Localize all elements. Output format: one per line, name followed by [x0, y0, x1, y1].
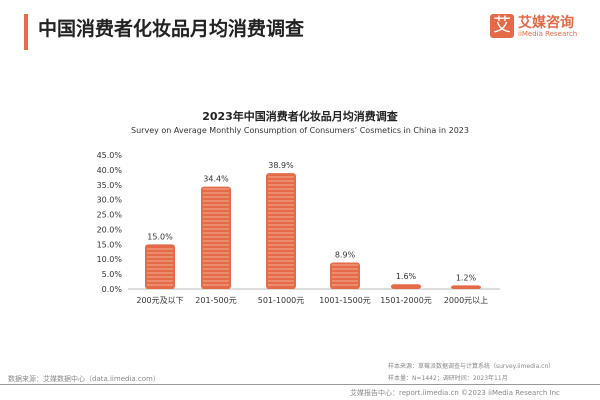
data-label: 38.9%: [268, 161, 294, 170]
page-title: 中国消费者化妆品月均消费调查: [38, 18, 305, 40]
data-label: 1.6%: [396, 272, 417, 281]
sample-size: 样本量：N=1442；调研时间：2023年11月: [388, 375, 508, 382]
x-tick-label: 1001-1500元: [319, 296, 371, 305]
y-tick-label: 20.0%: [97, 225, 123, 234]
y-tick-label: 10.0%: [97, 255, 123, 264]
x-tick-label: 201-500元: [195, 296, 236, 305]
x-tick-label: 1501-2000元: [380, 296, 432, 305]
data-source: 数据来源：艾媒数据中心（data.iimedia.com）: [8, 375, 160, 383]
logo-text: 艾媒咨询: [518, 15, 574, 31]
y-tick-label: 35.0%: [97, 181, 123, 190]
y-tick-label: 5.0%: [102, 270, 123, 279]
data-label: 1.2%: [456, 273, 477, 282]
bar: [391, 284, 421, 289]
bar: [266, 173, 296, 289]
y-tick-label: 40.0%: [97, 166, 123, 175]
data-label: 8.9%: [335, 250, 356, 259]
data-label: 15.0%: [147, 232, 173, 241]
bar: [201, 186, 231, 289]
sample-source: 样本来源：草莓派数据调查与计算系统（survey.iimedia.cn）: [388, 363, 555, 370]
report-center: 艾媒报告中心：report.iimedia.cn ©2023 iiMedia R…: [350, 389, 560, 397]
title-accent: [24, 14, 28, 50]
chart-title: 2023年中国消费者化妆品月均消费调查: [202, 110, 398, 123]
x-tick-label: 200元及以下: [136, 296, 183, 305]
y-tick-label: 30.0%: [97, 196, 123, 205]
footer-divider: [0, 384, 600, 385]
x-tick-label: 2000元以上: [444, 296, 488, 305]
x-tick-label: 501-1000元: [258, 296, 305, 305]
logo-mark: 艾: [490, 14, 514, 38]
bar: [451, 285, 481, 289]
y-tick-label: 0.0%: [102, 285, 123, 294]
y-tick-label: 25.0%: [97, 211, 123, 220]
data-label: 34.4%: [203, 175, 229, 184]
chart-subtitle: Survey on Average Monthly Consumption of…: [131, 126, 469, 135]
y-tick-label: 15.0%: [97, 240, 123, 249]
bar: [145, 244, 175, 289]
logo-subtext: iiMedia Research: [518, 30, 578, 38]
y-tick-label: 45.0%: [97, 151, 123, 160]
